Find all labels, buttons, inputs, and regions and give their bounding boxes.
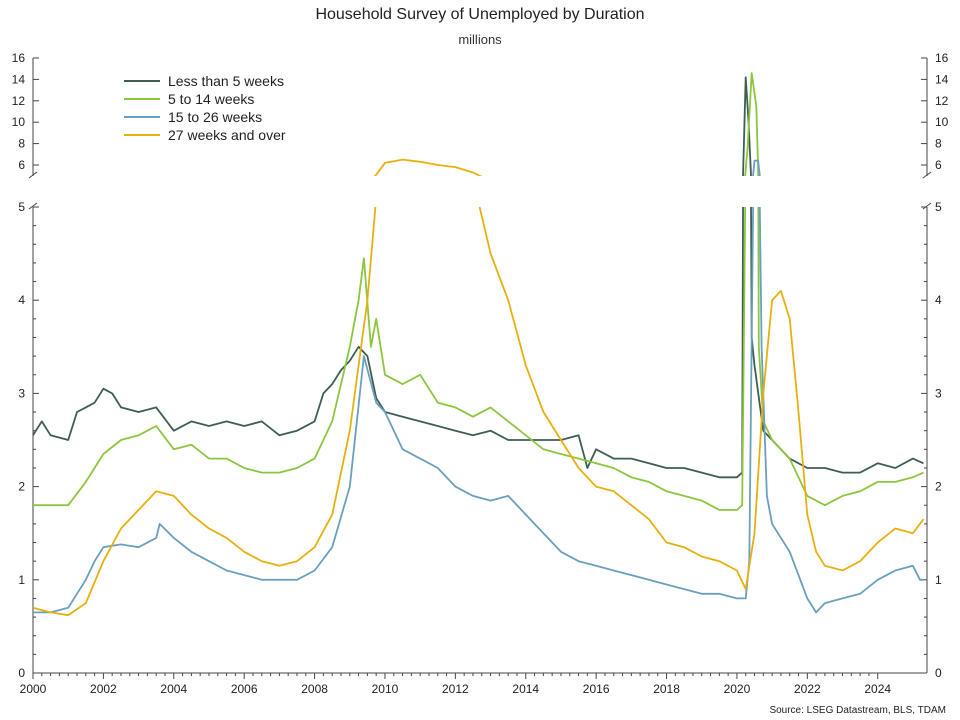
y-tick-label-left: 3 [18, 386, 25, 400]
y-tick-label-right: 1 [935, 573, 942, 587]
legend-swatch-lt5 [124, 80, 160, 82]
legend-item-15to26: 15 to 26 weeks [124, 108, 286, 126]
y-tick-label-right-upper: 12 [935, 94, 949, 108]
legend-label-15to26: 15 to 26 weeks [168, 109, 263, 125]
chart-title: Household Survey of Unemployed by Durati… [315, 6, 645, 23]
legend-item-5to14: 5 to 14 weeks [124, 90, 286, 108]
legend-swatch-27plus [124, 134, 160, 136]
y-tick-label-left-upper: 14 [12, 72, 26, 86]
y-tick-label-left: 2 [18, 480, 25, 494]
chart-subtitle: millions [458, 32, 502, 47]
legend-label-5to14: 5 to 14 weeks [168, 91, 255, 107]
x-tick-label: 2012 [442, 682, 469, 696]
x-tick-label: 2018 [653, 682, 680, 696]
legend-item-lt5: Less than 5 weeks [124, 72, 286, 90]
series-line-2-lower [33, 207, 924, 614]
x-tick-label: 2006 [231, 682, 258, 696]
y-tick-label-right-upper: 6 [935, 158, 942, 172]
legend-label-27plus: 27 weeks and over [168, 127, 286, 143]
legend-item-27plus: 27 weeks and over [124, 126, 286, 144]
x-tick-label: 2010 [372, 682, 399, 696]
y-tick-label-left: 0 [18, 666, 25, 680]
y-tick-label-right-upper: 16 [935, 51, 949, 65]
x-tick-label: 2008 [301, 682, 328, 696]
y-tick-label-right-upper: 8 [935, 137, 942, 151]
x-tick-label: 2024 [864, 682, 891, 696]
y-tick-label-left-upper: 6 [18, 158, 25, 172]
x-tick-label: 2000 [20, 682, 47, 696]
legend-label-lt5: Less than 5 weeks [168, 73, 284, 89]
axis-break-mark-bottom-1 [922, 202, 932, 210]
y-tick-label-left: 1 [18, 573, 25, 587]
series-line-2-upper [752, 159, 761, 176]
y-tick-label-right: 4 [935, 293, 942, 307]
y-tick-label-right-upper: 10 [935, 115, 949, 129]
y-tick-label-left-upper: 10 [12, 115, 26, 129]
y-tick-label-left: 4 [18, 293, 25, 307]
x-tick-label: 2002 [90, 682, 117, 696]
y-tick-label-right: 3 [935, 386, 942, 400]
y-tick-label-right-upper: 14 [935, 72, 949, 86]
axis-break-mark-top-1 [922, 171, 932, 179]
series-line-3-lower [33, 207, 925, 617]
x-tick-label: 2016 [583, 682, 610, 696]
y-tick-label-right: 2 [935, 480, 942, 494]
axis-break-mark-bottom-0 [28, 202, 38, 210]
x-tick-label: 2020 [724, 682, 751, 696]
series-line-0-lower [33, 207, 924, 479]
x-tick-label: 2022 [794, 682, 821, 696]
legend-swatch-5to14 [124, 98, 160, 100]
source-note: Source: LSEG Datastream, BLS, TDAM [769, 705, 946, 716]
y-tick-label-left-upper: 12 [12, 94, 26, 108]
y-tick-label-left-upper: 8 [18, 137, 25, 151]
y-tick-label-right: 5 [935, 200, 942, 214]
y-tick-label-left: 5 [18, 200, 25, 214]
legend-swatch-15to26 [124, 116, 160, 118]
series-line-3-upper [374, 158, 483, 176]
axis-break-mark-top-0 [28, 171, 38, 179]
legend: Less than 5 weeks 5 to 14 weeks 15 to 26… [124, 72, 286, 144]
y-tick-label-right: 0 [935, 666, 942, 680]
x-tick-label: 2004 [160, 682, 187, 696]
x-tick-label: 2014 [512, 682, 539, 696]
y-tick-label-left-upper: 16 [12, 51, 26, 65]
